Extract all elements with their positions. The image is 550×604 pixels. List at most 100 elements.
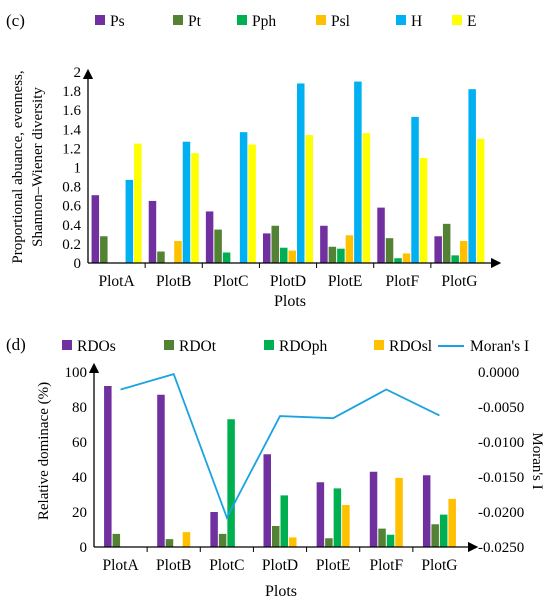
bar-rdosl-plotb [182,532,191,547]
c-xtick-label: PlotB [156,273,191,290]
d-xtick-label: PlotD [262,557,298,574]
legend-label-moran-s-i: Moran's I [470,338,529,355]
bar-h-plota [125,179,134,263]
bar-pt-plota [100,236,108,263]
panel-d-yaxis-ticks: 0 20 40 60 80 100 [65,365,88,556]
panel-c-xaxis-ticks: PlotA PlotB PlotC PlotD PlotE PlotF PlotG [98,263,478,290]
d-ytick-label: 0 [80,540,88,556]
d-xtick-label: PlotG [421,557,457,574]
bar-ps-plotg [434,236,442,263]
bar-pph-plotd [280,247,288,263]
panel-c-xlabel: Plots [274,293,306,310]
bar-rdot-plotg [431,524,439,547]
d-xtick-label: PlotB [156,557,191,574]
d-xtick-label: PlotA [102,557,139,574]
bar-pph-plotc [222,252,231,263]
bar-psl-plotd [288,250,296,263]
bar-h-plotb [182,141,191,263]
c-ytick-label: 1 [74,161,82,177]
bar-rdosl-plotd [289,537,297,547]
bar-rdosl-plotf [395,477,403,547]
panel-d-ylabel: Relative dominace (%) [36,382,52,520]
c-ytick-label: 0.8 [62,180,81,196]
c-ytick-label: 1.8 [62,84,81,100]
bar-ps-plote [320,225,328,263]
d-y2tick-label: -0.0050 [478,400,524,416]
c-ytick-label: 0.4 [62,218,81,234]
panel-d: (d) RDOs RDOt RDOph RDOsl Moran's I Relative… [6,335,545,600]
legend-swatch-rdosl [374,340,384,350]
bar-h-plotd [297,83,305,264]
bar-rdot-plota [112,533,121,547]
legend-swatch-e [452,15,462,25]
bar-rdot-plote [325,538,333,547]
panel-d-morans-line [120,373,440,520]
panel-d-y2label: Moran's I [529,432,545,489]
panel-d-y2axis-ticks: 0.0000 -0.0050 -0.0100 -0.0150 -0.0200 -0.025… [478,365,524,556]
legend-swatch-pt [173,15,183,25]
legend-label-rdos: RDOs [77,338,116,355]
legend-label-e: E [467,13,476,30]
legend-swatch-pph [237,15,247,25]
panel-d-xlabel: Plots [265,583,297,600]
panel-c-ylabel-line1: Proportional abuance, evenness, [10,70,26,263]
bar-e-plotc [248,144,256,263]
d-y2tick-label: -0.0150 [478,470,524,486]
bar-pt-plotc [214,229,222,263]
c-ytick-label: 1.6 [62,103,81,119]
d-xtick-label: PlotF [369,557,403,574]
bar-e-plotb [191,153,199,263]
bar-rdos-plote [316,482,325,547]
d-ytick-label: 40 [72,470,87,486]
legend-label-rdot: RDOt [179,338,217,355]
c-ytick-label: 1.2 [62,141,81,157]
bar-rdos-plotc [210,512,218,547]
panel-d-legend: RDOs RDOt RDOph RDOsl Moran's I [62,338,529,355]
legend-label-psl: Psl [331,13,350,30]
legend-label-rdoph: RDOph [279,338,327,355]
bar-psl-plotb [174,241,182,263]
legend-label-h: H [411,13,422,30]
bar-rdot-plotc [218,533,227,547]
bar-pt-plotf [385,238,394,263]
bar-rdot-plotd [272,526,280,547]
panel-c-legend: Ps Pt Pph Psl H E [95,13,476,30]
bar-rdoph-plotg [439,514,448,547]
c-xtick-label: PlotC [213,273,248,290]
panel-c-label: (c) [6,11,25,30]
line-morans-i [120,373,440,520]
panel-c-ylabel-line2: Shannon–Wiener diversity [30,87,46,247]
bar-pt-plotd [271,225,279,263]
panel-d-label: (d) [6,335,26,354]
bar-rdot-plotb [165,539,174,547]
d-xtick-label: PlotC [209,557,244,574]
bar-rdoph-plotc [227,419,235,547]
bar-pph-plote [337,248,345,263]
d-ytick-label: 20 [72,505,87,521]
legend-label-rdosl: RDOsl [389,338,432,355]
bar-e-plote [362,133,371,263]
legend-swatch-rdos [62,340,72,350]
bar-rdot-plotf [378,528,386,547]
bar-e-plotg [476,138,485,263]
legend-swatch-rdoph [264,340,274,350]
bar-ps-plotc [205,211,214,263]
bar-rdos-plotd [263,454,271,547]
bar-rdoph-plotd [280,495,288,547]
bar-rdos-plota [104,386,112,547]
bar-h-plote [354,81,362,263]
bar-rdos-plotb [157,394,165,547]
c-ytick-label: 0 [74,256,82,272]
bar-h-plotc [239,132,248,263]
bar-pt-plote [328,246,337,263]
bar-rdoph-plote [333,488,342,547]
bar-pt-plotb [157,251,165,263]
panel-d-xaxis-ticks: PlotA PlotB PlotC PlotD PlotE PlotF PlotG [102,547,458,574]
c-ytick-label: 0.2 [62,237,81,253]
bar-h-plotg [468,89,476,263]
bar-e-plotd [305,135,313,263]
bar-pph-plotg [451,255,459,263]
bar-psl-plotg [459,241,468,263]
c-xtick-label: PlotD [270,273,306,290]
panel-c: (c) Ps Pt Pph Psl H E Proportional abuance, e… [6,11,502,310]
